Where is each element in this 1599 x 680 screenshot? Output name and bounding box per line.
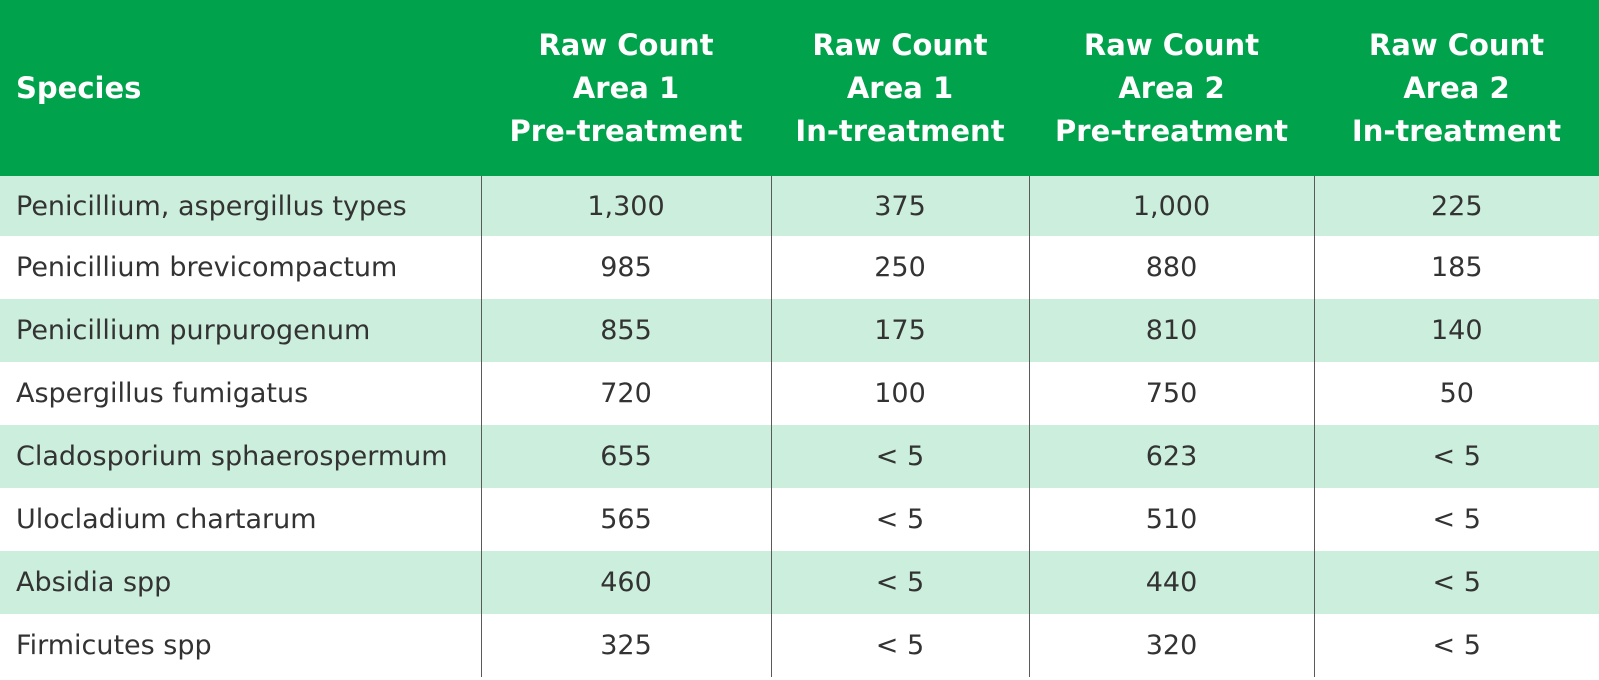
count-area1-pre: 565 — [480, 488, 771, 551]
table-header: Species Raw Count Area 1 Pre-treatment R… — [0, 0, 1599, 176]
count-area1-pre: 985 — [480, 236, 771, 299]
species-cell: Cladosporium sphaerospermum — [16, 441, 448, 472]
count-area2-in: < 5 — [1313, 614, 1599, 677]
count-area2-in: < 5 — [1313, 551, 1599, 614]
count-area1-pre: 855 — [480, 299, 771, 362]
count-area1-pre: 720 — [480, 362, 771, 425]
count-area2-in: < 5 — [1313, 488, 1599, 551]
count-area2-in: 140 — [1313, 299, 1599, 362]
table-row: Absidia spp 460 < 5 440 < 5 — [0, 551, 1599, 614]
species-cell: Aspergillus fumigatus — [16, 378, 309, 409]
count-area2-pre: 623 — [1028, 425, 1314, 488]
count-area2-pre: 810 — [1028, 299, 1314, 362]
count-area1-pre: 325 — [480, 614, 771, 677]
table-row: Aspergillus fumigatus 720 100 750 50 — [0, 362, 1599, 425]
species-cell: Penicillium, aspergillus types — [16, 190, 407, 222]
count-area2-pre: 510 — [1028, 488, 1314, 551]
species-cell: Penicillium brevicompactum — [16, 252, 398, 283]
count-area2-in: 225 — [1313, 176, 1599, 236]
header-area2-in-treatment: Raw Count Area 2 In-treatment — [1351, 27, 1562, 148]
table-row: Penicillium brevicompactum 985 250 880 1… — [0, 236, 1599, 299]
count-area1-pre: 460 — [480, 551, 771, 614]
table-row: Ulocladium chartarum 565 < 5 510 < 5 — [0, 488, 1599, 551]
species-cell: Ulocladium chartarum — [16, 504, 317, 535]
count-area1-in: < 5 — [770, 488, 1029, 551]
table-row: Cladosporium sphaerospermum 655 < 5 623 … — [0, 425, 1599, 488]
count-area1-pre: 1,300 — [480, 176, 771, 236]
count-area2-pre: 1,000 — [1028, 176, 1314, 236]
count-area1-in: < 5 — [770, 425, 1029, 488]
count-area1-in: 250 — [770, 236, 1029, 299]
count-area1-in: < 5 — [770, 614, 1029, 677]
species-cell: Penicillium purpurogenum — [16, 315, 371, 346]
count-area2-in: 50 — [1313, 362, 1599, 425]
table-row: Firmicutes spp 325 < 5 320 < 5 — [0, 614, 1599, 677]
header-area2-pre-treatment: Raw Count Area 2 Pre-treatment — [1055, 27, 1288, 148]
count-area1-in: 375 — [770, 176, 1029, 236]
count-area1-in: 100 — [770, 362, 1029, 425]
table-row: Penicillium purpurogenum 855 175 810 140 — [0, 299, 1599, 362]
species-cell: Absidia spp — [16, 567, 172, 598]
species-cell: Firmicutes spp — [16, 630, 212, 661]
table-body: Penicillium, aspergillus types 1,300 375… — [0, 176, 1599, 677]
count-area1-in: < 5 — [770, 551, 1029, 614]
table-row: Penicillium, aspergillus types 1,300 375… — [0, 176, 1599, 236]
count-area2-pre: 320 — [1028, 614, 1314, 677]
count-area1-in: 175 — [770, 299, 1029, 362]
count-area2-pre: 440 — [1028, 551, 1314, 614]
count-area2-pre: 880 — [1028, 236, 1314, 299]
header-area1-pre-treatment: Raw Count Area 1 Pre-treatment — [509, 27, 743, 148]
count-area2-in: < 5 — [1313, 425, 1599, 488]
count-area1-pre: 655 — [480, 425, 771, 488]
header-row: Species Raw Count Area 1 Pre-treatment R… — [0, 0, 1599, 176]
count-area2-in: 185 — [1313, 236, 1599, 299]
header-area1-in-treatment: Raw Count Area 1 In-treatment — [795, 27, 1005, 148]
header-species: Species — [16, 70, 142, 105]
count-area2-pre: 750 — [1028, 362, 1314, 425]
